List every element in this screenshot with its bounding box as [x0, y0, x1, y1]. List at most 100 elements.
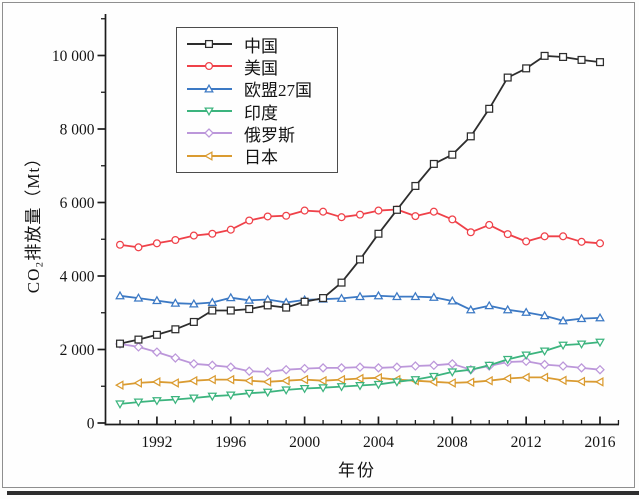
diamond-marker [336, 362, 347, 373]
triangle-up-marker [170, 298, 181, 307]
square-marker [245, 305, 254, 314]
x-axis-title: 年份 [338, 461, 376, 480]
diamond-marker [521, 356, 532, 367]
triangle-up-marker [392, 291, 402, 301]
diamond-marker [152, 347, 162, 357]
y-tick-label: 2 000 [60, 342, 95, 359]
triangle-up-marker [204, 83, 214, 93]
legend-line-circle-icon [187, 62, 232, 71]
triangle-left-marker [558, 375, 567, 386]
circle-marker [245, 216, 254, 225]
y-tick-label: 4 000 [60, 269, 95, 286]
diamond-marker [299, 363, 310, 374]
square-marker [263, 301, 272, 310]
x-tick-label: 2008 [437, 434, 468, 451]
triangle-up-marker [115, 290, 125, 300]
legend-item-japan: 日本 [186, 146, 333, 167]
triangle-down-marker [170, 395, 181, 405]
square-marker [503, 73, 512, 82]
circle-marker [134, 243, 143, 252]
square-marker [134, 335, 143, 344]
triangle-up-marker [595, 312, 605, 322]
diamond-marker [188, 358, 199, 369]
triangle-down-marker [281, 386, 292, 395]
diamond-marker [447, 358, 458, 369]
series-usa [115, 205, 605, 252]
triangle-down-marker [410, 376, 421, 385]
y-tick-label: 8 000 [60, 122, 95, 139]
triangle-down-marker [204, 107, 214, 117]
square-marker [540, 51, 549, 60]
diamond-marker [410, 361, 421, 371]
triangle-left-marker [207, 374, 216, 385]
triangle-left-marker [151, 376, 161, 387]
triangle-down-marker [133, 398, 144, 408]
triangle-down-marker [318, 384, 328, 393]
square-marker [411, 181, 420, 190]
x-tick-label: 1996 [215, 434, 246, 451]
triangle-down-marker [539, 347, 550, 357]
circle-marker [208, 229, 217, 238]
square-marker [300, 297, 309, 306]
square-marker [485, 104, 494, 113]
circle-marker [448, 215, 457, 224]
triangle-down-marker [262, 388, 273, 398]
circle-marker [559, 232, 568, 241]
diamond-marker [244, 366, 255, 377]
triangle-left-marker [447, 378, 456, 388]
series-india [115, 338, 605, 409]
triangle-up-marker [225, 292, 236, 302]
legend-item-india: 印度 [186, 101, 333, 123]
circle-marker [577, 237, 586, 246]
x-tick-label: 2016 [584, 434, 615, 451]
x-tick-label: 2004 [363, 434, 394, 451]
triangle-left-marker [114, 380, 124, 391]
diamond-marker [207, 360, 218, 371]
triangle-left-marker [576, 376, 586, 387]
triangle-up-marker [188, 298, 199, 308]
circle-marker [152, 239, 161, 248]
diamond-marker [539, 359, 550, 370]
square-marker [208, 306, 217, 315]
triangle-down-marker [465, 366, 476, 375]
square-marker [226, 306, 235, 315]
square-marker [282, 303, 291, 312]
triangle-up-marker [465, 304, 476, 314]
circle-marker [522, 237, 531, 246]
triangle-left-marker [188, 375, 198, 386]
diamond-marker [576, 362, 587, 373]
triangle-left-marker [354, 373, 364, 384]
circle-marker [337, 213, 346, 222]
triangle-left-marker [502, 373, 512, 384]
triangle-left-marker [281, 375, 290, 386]
triangle-up-marker [521, 307, 532, 316]
legend: 中国 美国 欧盟27国 印度 俄罗斯 日本 [176, 27, 338, 173]
x-tick-label: 2000 [289, 434, 320, 451]
triangle-down-marker [447, 368, 458, 377]
circle-marker [374, 206, 383, 215]
x-tick-label: 1992 [141, 434, 172, 451]
series-china [115, 51, 605, 348]
circle-marker [429, 207, 438, 216]
circle-marker [503, 230, 512, 239]
diamond-marker [170, 353, 181, 363]
triangle-left-marker [521, 372, 530, 383]
legend-label: 中国 [244, 36, 278, 56]
triangle-down-marker [152, 397, 162, 406]
legend-line-triangle-left-icon [187, 150, 232, 161]
circle-marker [204, 62, 214, 71]
circle-marker [466, 228, 475, 237]
square-marker [374, 229, 383, 238]
y-axis-title: CO₂排放量（Mt） [24, 148, 43, 294]
diamond-marker [281, 364, 292, 375]
triangle-up-marker [539, 310, 550, 320]
diamond-marker [392, 362, 402, 373]
triangle-down-marker [392, 378, 402, 387]
triangle-left-marker [318, 375, 327, 386]
y-tick-label: 0 [87, 416, 95, 433]
square-marker [337, 278, 346, 287]
y-tick-label: 10 000 [52, 48, 95, 65]
legend-label: 俄罗斯 [244, 125, 295, 145]
legend-label: 美国 [244, 58, 278, 78]
triangle-down-marker [207, 392, 218, 402]
